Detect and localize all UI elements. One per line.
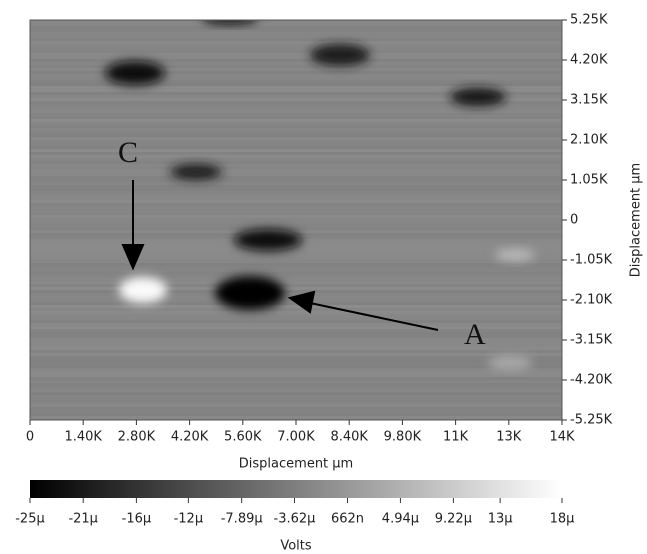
y-tick-label: -3.15K [570,333,613,348]
x-tick-label: 8.40K [330,430,368,445]
colorbar-tick-label: -12µ [174,512,204,527]
x-tick-label: 1.40K [64,430,102,445]
x-tick-label: 5.60K [224,430,262,445]
annotation: A [464,318,486,351]
colorbar-tick-label: 662n [331,512,364,527]
x-tick-label: 11K [443,430,469,445]
scan-image [30,20,562,420]
colorbar-tick-label: -21µ [68,512,98,527]
x-tick-label: 13K [496,430,522,445]
colorbar-tick-label: 9.22µ [435,512,472,527]
colorbar-label: Volts [280,539,312,554]
colorbar-tick-label: 4.94µ [382,512,419,527]
x-tick-label: 9.80K [384,430,422,445]
y-tick-label: 5.25K [570,13,608,28]
colorbar [30,480,562,498]
colorbar-tick-label: -25µ [15,512,45,527]
x-tick-label: 4.20K [171,430,209,445]
annotation: C [118,136,138,169]
y-tick-label: 4.20K [570,53,608,68]
y-tick-label: -4.20K [570,373,613,388]
y-tick-label: -2.10K [570,293,613,308]
x-axis-label: Displacement µm [239,457,353,472]
y-axis-label: Displacement µm [629,163,644,277]
y-tick-label: -5.25K [570,413,613,428]
colorbar-tick-label: -3.62µ [274,512,316,527]
colorbar-tick-label: -7.89µ [221,512,263,527]
colorbar-tick-label: 18µ [550,512,575,527]
y-tick-label: 0 [570,213,578,228]
x-tick-label: 14K [549,430,575,445]
x-tick-label: 0 [26,430,34,445]
y-tick-label: -1.05K [570,253,613,268]
y-tick-label: 3.15K [570,93,608,108]
y-tick-label: 2.10K [570,133,608,148]
x-tick-label: 2.80K [118,430,156,445]
colorbar-tick-label: -16µ [122,512,152,527]
x-tick-label: 7.00K [277,430,315,445]
arrows [121,180,439,331]
y-tick-label: 1.05K [570,173,608,188]
colorbar-tick-label: 13µ [488,512,513,527]
